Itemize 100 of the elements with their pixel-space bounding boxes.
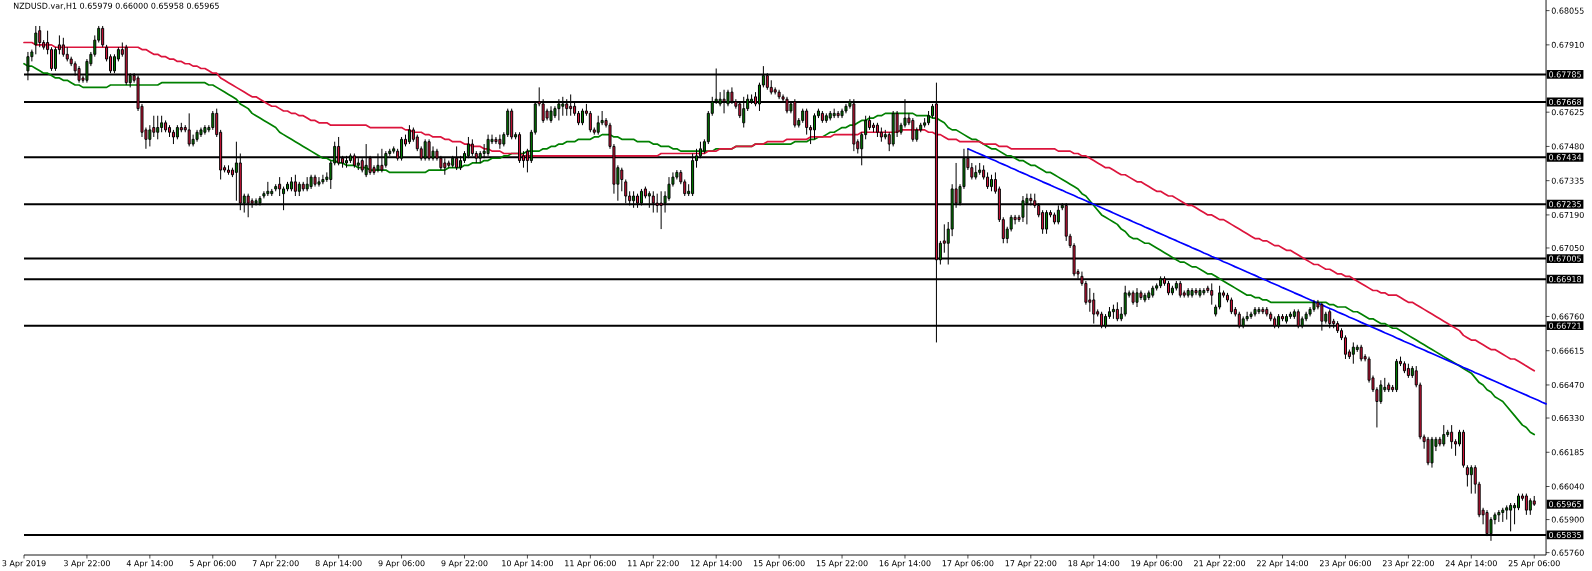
y-tick-label: 0.67910: [1551, 41, 1584, 48]
x-tick-label: 11 Apr 06:00: [565, 560, 616, 568]
candlestick: [596, 115, 600, 136]
candlestick: [34, 25, 38, 55]
ref-line-label: 0.66918: [1549, 276, 1582, 283]
x-tick-label: 3 Apr 22:00: [64, 560, 110, 568]
candlestick: [1532, 495, 1536, 507]
x-tick-label: 9 Apr 22:00: [441, 560, 488, 568]
x-tick-label: 19 Apr 06:00: [1131, 560, 1183, 568]
candlestick: [1426, 436, 1430, 466]
candlestick: [187, 112, 191, 147]
x-tick-label: 18 Apr 14:00: [1068, 560, 1120, 568]
candlestick: [1528, 497, 1532, 516]
x-tick-label: 11 Apr 22:00: [628, 560, 679, 568]
candlestick: [164, 119, 168, 133]
candlestick: [1461, 429, 1465, 469]
candlestick: [1198, 287, 1202, 299]
candlestick: [1351, 341, 1355, 365]
candlestick: [1139, 289, 1143, 301]
candlestick: [289, 176, 293, 192]
candlestick: [923, 117, 927, 129]
candlestick: [1312, 299, 1316, 313]
y-tick-label: 0.67480: [1551, 143, 1584, 150]
candlestick: [227, 164, 231, 176]
candlestick: [1088, 287, 1092, 313]
candlestick: [510, 108, 514, 140]
x-tick-label: 12 Apr 14:00: [690, 560, 742, 568]
chart-title: NZDUSD.var,H1 0.65979 0.66000 0.65958 0.65965: [13, 2, 219, 10]
ref-line-label: 0.67785: [1549, 71, 1581, 78]
x-tick-label: 4 Apr 14:00: [126, 560, 173, 568]
x-tick-label: 8 Apr 14:00: [315, 560, 362, 568]
y-tick-label: 0.66470: [1551, 381, 1584, 388]
candlestick: [588, 110, 592, 133]
candlestick: [199, 127, 203, 138]
candlestick: [321, 174, 325, 185]
candlestick: [203, 124, 207, 136]
candlestick: [1465, 464, 1469, 488]
candlestick: [840, 108, 844, 119]
candlestick: [580, 108, 584, 126]
y-tick-label: 0.66040: [1551, 483, 1584, 490]
candlestick: [1210, 282, 1214, 306]
x-tick-label: 24 Apr 14:00: [1445, 560, 1497, 568]
candlestick: [262, 190, 266, 199]
candlestick: [1430, 436, 1434, 469]
candlestick: [1202, 287, 1206, 296]
x-tick-label: 23 Apr 22:00: [1382, 560, 1434, 568]
candlestick: [156, 115, 160, 140]
x-tick-label: 17 Apr 22:00: [1005, 560, 1057, 568]
candlestick: [1509, 502, 1513, 532]
ref-line-label: 0.65835: [1549, 531, 1581, 538]
candlestick: [447, 160, 451, 169]
candlestick: [1308, 306, 1312, 317]
y-tick-label: 0.68055: [1551, 7, 1584, 14]
x-tick-label: 22 Apr 14:00: [1257, 560, 1309, 568]
candlestick: [1147, 289, 1151, 301]
candlestick: [553, 105, 557, 119]
ref-line-label: 0.67235: [1549, 201, 1581, 208]
candlestick: [1206, 285, 1210, 294]
candlestick: [65, 46, 69, 62]
candlestick: [1253, 306, 1257, 317]
candlestick: [620, 167, 624, 192]
candlestick: [1131, 289, 1135, 306]
ref-line-label: 0.66721: [1549, 322, 1581, 329]
candlestick: [1115, 301, 1119, 322]
candlestick: [1123, 285, 1127, 317]
candlestick: [927, 110, 931, 126]
candlestick: [297, 181, 301, 197]
candlestick: [1052, 212, 1056, 225]
candlestick: [498, 134, 502, 150]
candlestick: [1402, 360, 1406, 374]
candlestick: [1265, 306, 1269, 317]
candlestick: [805, 108, 809, 136]
candlestick: [1045, 209, 1049, 235]
candlestick: [1343, 334, 1347, 360]
candlestick: [286, 181, 289, 192]
candlestick: [801, 108, 805, 124]
candlestick: [1517, 493, 1520, 511]
candlestick: [427, 138, 431, 162]
candlestick: [309, 174, 313, 190]
candlestick: [305, 176, 309, 192]
candlestick: [970, 162, 974, 180]
candlestick: [974, 164, 978, 180]
candlestick: [1135, 287, 1139, 308]
y-tick-label: 0.65900: [1551, 516, 1584, 523]
candlestick: [828, 110, 832, 121]
candlestick: [175, 124, 179, 140]
x-tick-label: 23 Apr 06:00: [1319, 560, 1371, 568]
candlestick: [1442, 424, 1446, 447]
candlestick: [270, 188, 274, 197]
candlestick: [278, 176, 282, 197]
x-tick-label: 25 Apr 06:00: [1508, 560, 1560, 568]
candlestick: [1524, 493, 1528, 516]
candlestick: [1249, 311, 1253, 320]
candlestick: [1438, 436, 1442, 447]
x-tick-label: 21 Apr 22:00: [1194, 560, 1246, 568]
candlestick: [1170, 285, 1174, 296]
y-tick-label: 0.65760: [1551, 549, 1584, 556]
x-tick-label: 5 Apr 06:00: [189, 560, 236, 568]
x-tick-label: 15 Apr 22:00: [816, 560, 868, 568]
candlestick: [813, 112, 817, 140]
